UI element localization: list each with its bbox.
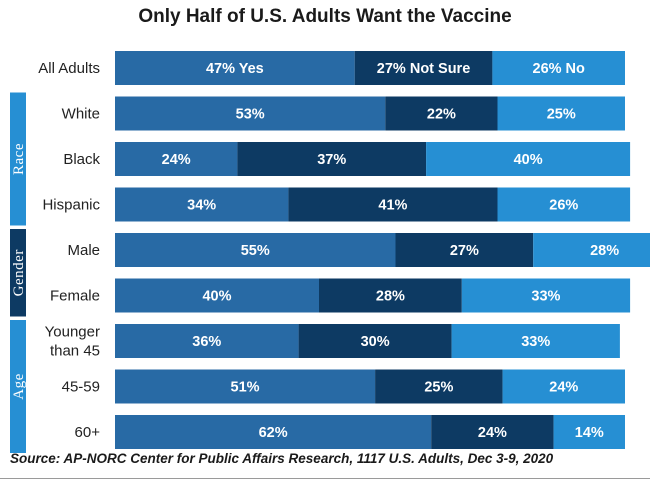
group-label-race: Race xyxy=(11,143,27,175)
bar-segment-no xyxy=(451,324,620,358)
group-band-gender xyxy=(10,229,26,317)
data-label-not-sure: 28% xyxy=(376,289,405,305)
bar-segment-not-sure xyxy=(385,96,498,131)
bar-segment-yes xyxy=(115,369,376,404)
bar-segment-not-sure xyxy=(395,233,534,267)
data-label-not-sure: 22% xyxy=(427,107,456,123)
bar-segment-yes xyxy=(115,415,432,449)
data-label-yes: 62% xyxy=(259,425,288,441)
category-label: 60+ xyxy=(75,424,101,441)
category-label: than 45 xyxy=(50,343,100,360)
bar-segment-no xyxy=(553,415,625,449)
data-label-yes: 40% xyxy=(202,289,231,305)
data-label-no: 25% xyxy=(547,107,576,123)
data-label-no: 26% No xyxy=(533,61,586,77)
bar-segment-yes xyxy=(115,324,299,358)
data-label-not-sure: 27% xyxy=(450,243,479,259)
category-label: Hispanic xyxy=(42,197,100,214)
chart-title: Only Half of U.S. Adults Want the Vaccin… xyxy=(138,6,512,27)
data-label-not-sure: 27% Not Sure xyxy=(377,61,470,77)
bar-segment-yes xyxy=(115,187,289,222)
bar-segment-no xyxy=(502,369,625,404)
bar-segment-yes xyxy=(115,142,238,176)
category-label: Younger xyxy=(45,324,100,341)
bar-segment-yes xyxy=(115,96,386,131)
bar-segment-yes xyxy=(115,51,355,85)
bar-segment-not-sure xyxy=(375,369,503,404)
group-band-race xyxy=(10,92,26,226)
category-label: All Adults xyxy=(38,60,100,77)
category-label: White xyxy=(62,106,100,123)
bar-segment-no xyxy=(497,96,625,131)
data-label-yes: 36% xyxy=(192,334,221,350)
bar-segment-no xyxy=(533,233,650,267)
data-label-no: 14% xyxy=(575,425,604,441)
bar-segment-no xyxy=(426,142,631,176)
group-label-gender: Gender xyxy=(11,249,27,296)
data-label-yes: 47% Yes xyxy=(206,61,264,77)
data-label-yes: 51% xyxy=(231,380,260,396)
data-label-not-sure: 24% xyxy=(478,425,507,441)
data-label-not-sure: 30% xyxy=(361,334,390,350)
category-label: 45-59 xyxy=(62,379,100,396)
bar-segment-no xyxy=(497,187,631,222)
data-label-yes: 53% xyxy=(236,107,265,123)
source-note: Source: AP-NORC Center for Public Affair… xyxy=(10,451,554,466)
data-label-not-sure: 41% xyxy=(378,198,407,214)
bar-segment-not-sure xyxy=(288,187,498,222)
group-label-age: Age xyxy=(11,373,27,400)
data-label-no: 33% xyxy=(521,334,550,350)
data-label-no: 26% xyxy=(549,198,578,214)
data-label-not-sure: 37% xyxy=(317,152,346,168)
category-label: Black xyxy=(63,151,100,168)
bar-segment-not-sure xyxy=(431,415,554,449)
bar-segment-yes xyxy=(115,278,319,313)
footer-divider xyxy=(0,478,650,479)
data-label-yes: 34% xyxy=(187,198,216,214)
bar-segment-not-sure xyxy=(319,278,462,313)
data-label-no: 40% xyxy=(514,152,543,168)
bar-segment-not-sure xyxy=(354,51,493,85)
bar-segment-not-sure xyxy=(298,324,452,358)
data-label-yes: 24% xyxy=(162,152,191,168)
category-label: Female xyxy=(50,288,100,305)
bar-segment-yes xyxy=(115,233,396,267)
data-label-not-sure: 25% xyxy=(424,380,453,396)
category-label: Male xyxy=(67,242,100,259)
data-label-no: 28% xyxy=(590,243,619,259)
group-band-age xyxy=(10,320,26,453)
data-label-no: 24% xyxy=(549,380,578,396)
bar-segment-no xyxy=(461,278,631,313)
data-label-no: 33% xyxy=(531,289,560,305)
bar-segment-no xyxy=(492,51,625,85)
data-label-yes: 55% xyxy=(241,243,270,259)
bar-segment-not-sure xyxy=(237,142,427,176)
